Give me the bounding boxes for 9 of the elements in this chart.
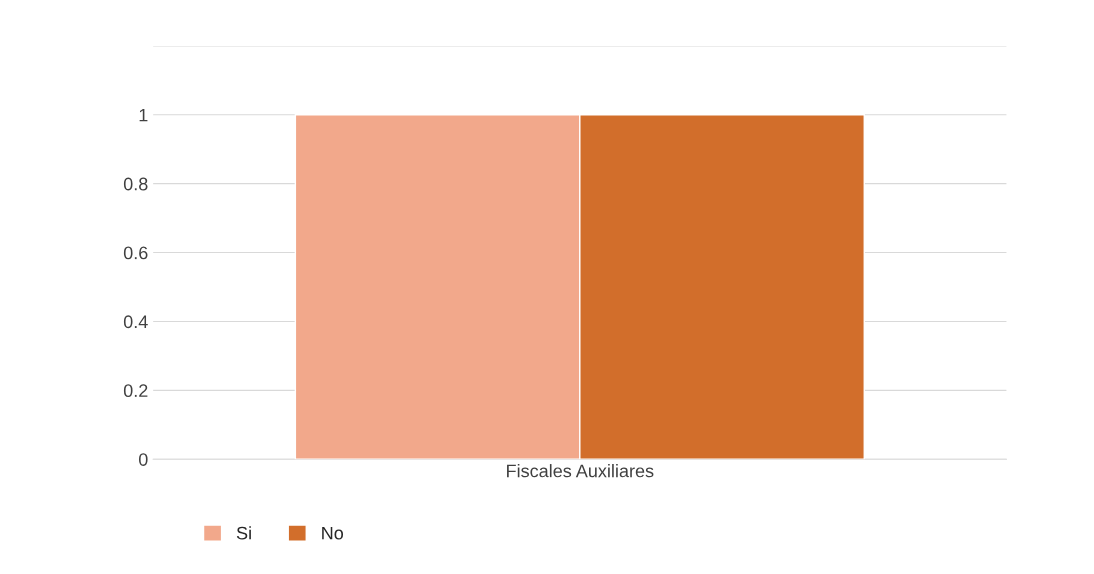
legend-label: No xyxy=(322,526,344,540)
y-tick-label: 0.8 xyxy=(123,177,148,191)
y-tick-label: 0.2 xyxy=(123,384,148,398)
y-tick-label: 0.4 xyxy=(123,315,148,329)
legend-label: Si xyxy=(236,526,251,540)
y-tick-label: 1 xyxy=(139,108,148,122)
y-tick-label: 0.6 xyxy=(123,246,148,260)
x-tick-label: Fiscales Auxiliares xyxy=(507,464,654,478)
y-tick-label: 0 xyxy=(138,453,148,466)
